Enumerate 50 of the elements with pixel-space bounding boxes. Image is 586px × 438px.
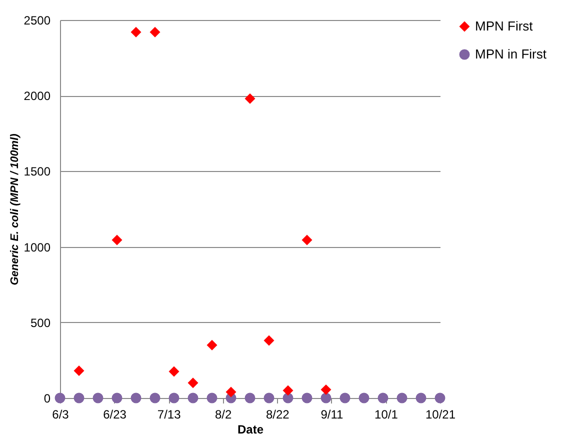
point (358, 392, 370, 404)
y-tick-label: 2500 (24, 14, 51, 28)
point (264, 335, 274, 346)
x-tick-label: 8/22 (266, 408, 290, 422)
y-axis-title: Generic E. coli (MPN / 100ml) (8, 133, 21, 286)
x-tick-label: 7/13 (157, 408, 182, 422)
point (416, 392, 426, 404)
y-tick-label: 0 (44, 392, 51, 406)
point (112, 234, 122, 246)
x-axis-title: Date (237, 422, 264, 436)
point (74, 392, 84, 404)
legend-label: MPN First (475, 18, 534, 34)
point (130, 26, 142, 38)
point (168, 392, 180, 404)
y-tick-label: 1000 (24, 240, 51, 254)
point (244, 93, 256, 104)
y-tick-label: 2000 (24, 89, 51, 104)
point (378, 392, 388, 404)
point (74, 366, 84, 376)
x-tick-label: 10/21 (425, 408, 456, 422)
point (320, 384, 332, 395)
point (282, 385, 294, 396)
point (206, 392, 218, 404)
point (396, 392, 408, 404)
point (320, 392, 332, 404)
point (244, 392, 256, 404)
point (54, 392, 66, 404)
point (188, 378, 198, 388)
point (112, 392, 122, 404)
point (130, 392, 142, 404)
point (92, 392, 104, 404)
x-tick-label: 6/3 (52, 408, 70, 422)
x-tick-label: 9/11 (320, 408, 344, 422)
point (188, 392, 198, 404)
point (226, 386, 236, 398)
x-tick-label: 10/1 (374, 408, 398, 422)
point (434, 392, 446, 404)
y-tick-label: 1500 (24, 164, 51, 179)
point (150, 26, 160, 38)
y-tick-label: 500 (30, 316, 51, 330)
point (302, 392, 312, 404)
point (302, 234, 312, 246)
point (264, 392, 274, 404)
x-tick-label: 8/2 (215, 408, 232, 422)
point (206, 340, 218, 350)
x-tick-label: 6/23 (103, 408, 127, 422)
legend-label: MPN in First (475, 46, 547, 62)
point (150, 392, 160, 404)
point (168, 366, 180, 377)
point (340, 392, 350, 404)
